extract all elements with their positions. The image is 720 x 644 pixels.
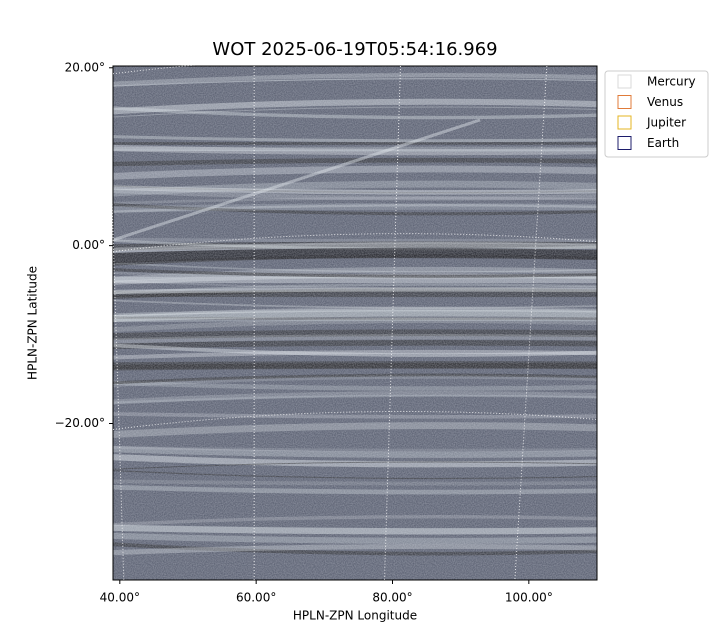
legend-label: Jupiter [646,116,686,130]
y-tick-label: −20.00° [55,416,105,430]
legend-label: Earth [647,136,679,150]
chart-title: WOT 2025-06-19T05:54:16.969 [212,39,497,60]
y-tick-label: 20.00° [65,60,105,74]
y-axis-label: HPLN-ZPN Latitude [26,266,40,380]
x-tick-label: 60.00° [236,591,276,605]
x-tick-label: 80.00° [372,591,412,605]
x-tick-label: 40.00° [100,591,140,605]
image-noise [113,66,597,580]
legend-label: Venus [647,95,683,109]
legend-label: Mercury [647,75,696,89]
x-tick-label: 100.00° [505,591,553,605]
x-axis-label: HPLN-ZPN Longitude [293,609,417,623]
y-tick-label: 0.00° [72,238,105,252]
